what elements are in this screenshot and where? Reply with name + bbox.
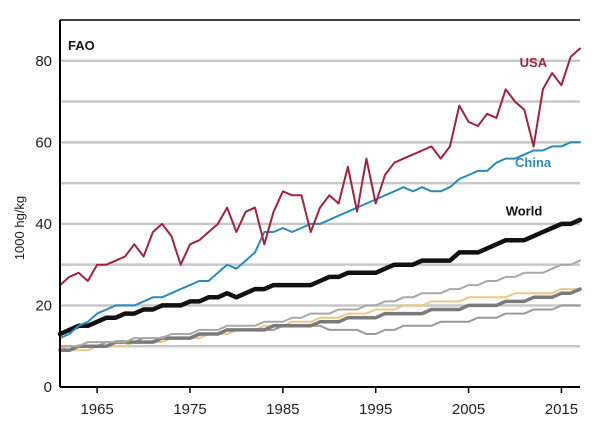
x-tick-label: 1995 [359,401,392,418]
x-tick-label: 2015 [545,401,578,418]
y-axis-ticks: 0 20 40 60 80 [35,53,52,396]
y-tick-label: 40 [35,216,52,233]
series-line [59,141,581,340]
grid-lines [60,59,580,348]
x-tick-label: 1965 [80,401,113,418]
series-line [59,47,581,287]
series-line [59,259,581,348]
series-labels: USA China World [506,55,552,219]
x-tick-label: 1985 [266,401,299,418]
plot-frame [59,19,580,388]
series-line [58,287,582,353]
y-tick-label: 80 [35,53,52,70]
series-label: USA [520,55,548,70]
series-label: World [506,204,543,219]
x-tick-label: 1975 [173,401,206,418]
series-lines [57,47,583,353]
y-tick-label: 60 [35,134,52,151]
y-axis-label: 1000 hg/kg [12,196,27,260]
source-label: FAO [68,38,95,53]
x-tick-label: 2005 [452,401,485,418]
x-axis-ticks: 1965 1975 1985 1995 2005 2015 [80,387,578,418]
y-tick-label: 20 [35,297,52,314]
y-tick-label: 0 [44,379,52,396]
series-label: China [515,155,552,170]
series-line [57,217,583,337]
